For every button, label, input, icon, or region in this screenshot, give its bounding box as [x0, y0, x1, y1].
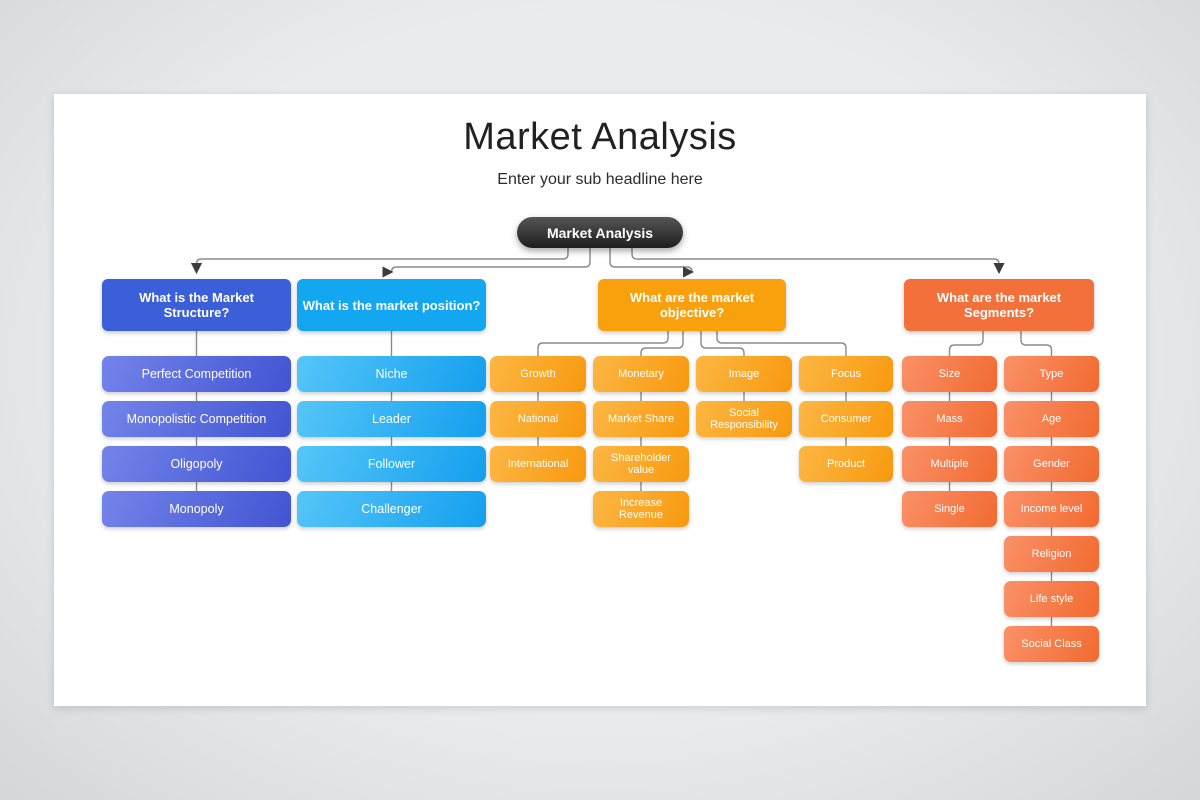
node-box: Monopoly: [102, 491, 291, 527]
root-node-label: Market Analysis: [546, 224, 654, 241]
node-box: Life style: [1004, 581, 1099, 617]
node-box: Single: [902, 491, 997, 527]
node-box: Market Share: [593, 401, 689, 437]
branch-header-3: What are the market objective?: [598, 279, 786, 331]
node-box: Social Responsibility: [696, 401, 792, 437]
node-box: Mass: [902, 401, 997, 437]
root-node: Market Analysis: [517, 217, 683, 248]
node-box: International: [490, 446, 586, 482]
node-box: Religion: [1004, 536, 1099, 572]
node-box: Growth: [490, 356, 586, 392]
node-box: Multiple: [902, 446, 997, 482]
node-box: Focus: [799, 356, 893, 392]
node-box: Monetary: [593, 356, 689, 392]
page-title: Market Analysis: [463, 116, 737, 158]
node-box: Increase Revenue: [593, 491, 689, 527]
node-box: Gender: [1004, 446, 1099, 482]
node-box: Image: [696, 356, 792, 392]
node-box: Social Class: [1004, 626, 1099, 662]
node-box: Follower: [297, 446, 486, 482]
node-box: Age: [1004, 401, 1099, 437]
node-box: Monopolistic Competition: [102, 401, 291, 437]
node-box: Niche: [297, 356, 486, 392]
branch-header-4: What are the market Segments?: [904, 279, 1094, 331]
node-box: National: [490, 401, 586, 437]
node-box: Oligopoly: [102, 446, 291, 482]
node-box: Consumer: [799, 401, 893, 437]
node-box: Type: [1004, 356, 1099, 392]
node-box: Perfect Competition: [102, 356, 291, 392]
slide-card: [54, 94, 1146, 706]
node-box: Product: [799, 446, 893, 482]
node-box: Shareholder value: [593, 446, 689, 482]
node-box: Size: [902, 356, 997, 392]
node-box: Income level: [1004, 491, 1099, 527]
branch-header-1: What is the Market Structure?: [102, 279, 291, 331]
branch-header-2: What is the market position?: [297, 279, 486, 331]
node-box: Leader: [297, 401, 486, 437]
node-box: Challenger: [297, 491, 486, 527]
page-subtitle: Enter your sub headline here: [497, 171, 703, 188]
